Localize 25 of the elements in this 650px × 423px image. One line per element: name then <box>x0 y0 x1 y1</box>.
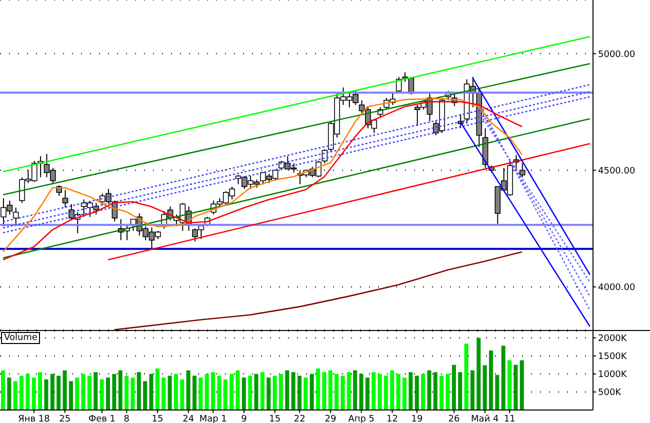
x-tick-label: 19 <box>411 414 423 423</box>
x-tick-label: Май 4 <box>471 414 500 423</box>
x-tick-label: 9 <box>241 414 248 423</box>
x-tick-label: 8 <box>124 414 130 423</box>
y-tick-label: 500K <box>598 388 622 398</box>
x-tick-label: Фев 1 <box>88 414 116 423</box>
chart-title: Volume <box>1 332 40 344</box>
y-tick-label: 4500.00 <box>598 166 636 176</box>
y-tick-label: 1500K <box>598 352 628 362</box>
x-tick-label: Апр 5 <box>348 414 375 423</box>
y-tick-label: 4000.00 <box>598 283 636 294</box>
y-tick-label: 1000K <box>598 370 628 380</box>
x-tick-label: 12 <box>386 414 398 423</box>
x-tick-label: 24 <box>182 414 194 423</box>
y-tick-label: 2000K <box>598 334 628 344</box>
x-tick-label: 11 <box>504 414 516 423</box>
x-tick-label: 22 <box>294 414 306 423</box>
x-tick-label: 15 <box>152 414 164 423</box>
x-tick-label: Янв 18 <box>18 414 50 423</box>
x-tick-label: 25 <box>59 414 71 423</box>
x-tick-label: Мар 1 <box>199 414 227 423</box>
y-tick-label: 5000.00 <box>598 50 636 60</box>
x-tick-label: 15 <box>269 414 281 423</box>
x-tick-label: 26 <box>448 414 460 423</box>
x-tick-label: 29 <box>324 414 336 423</box>
